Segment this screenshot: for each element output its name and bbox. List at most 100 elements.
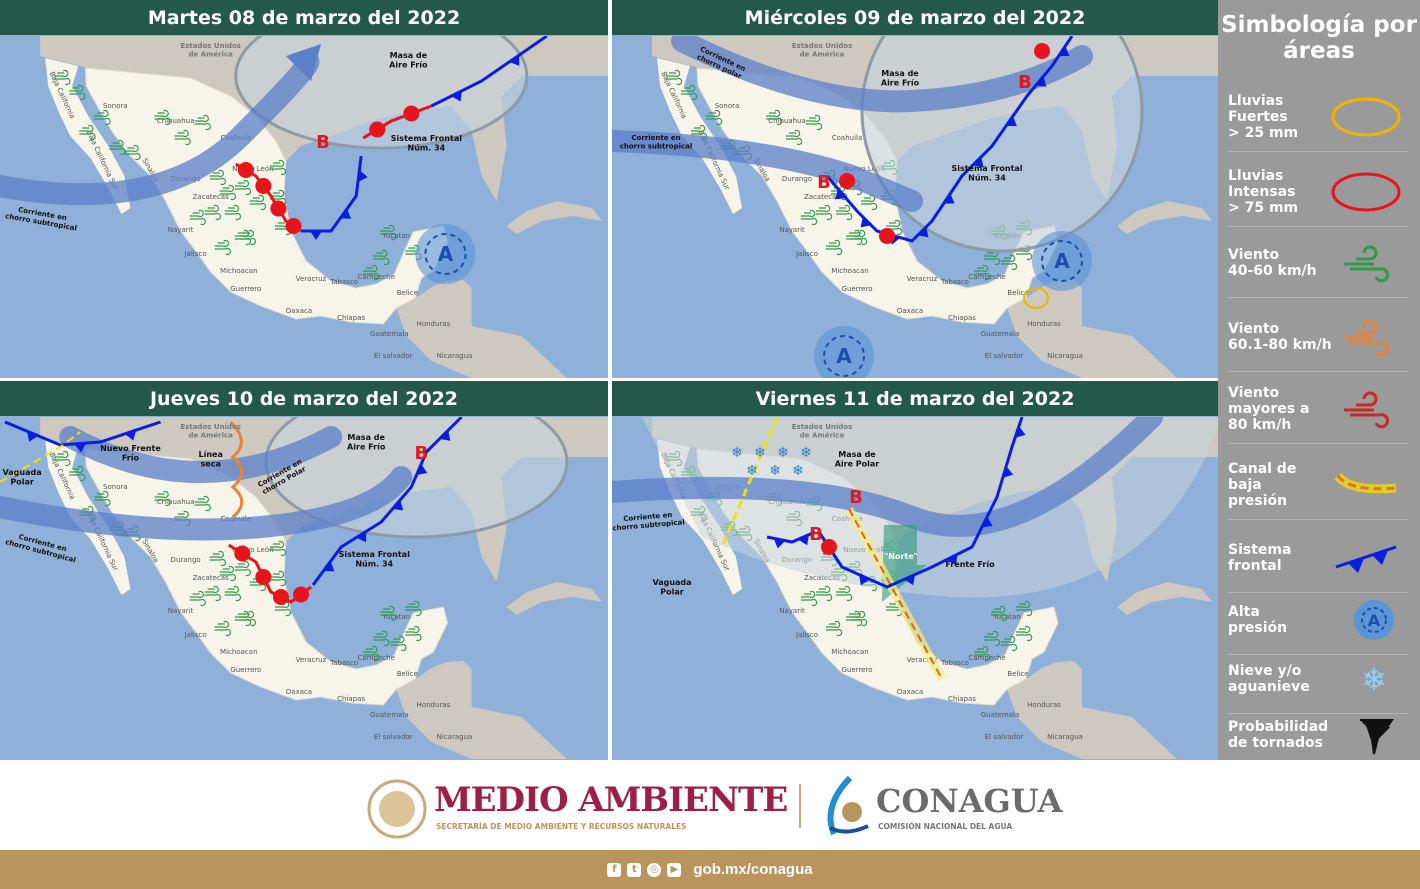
divider	[0, 378, 1218, 381]
map-panel-tuesday: Martes 08 de marzo del 2022 Sonora Chihua…	[0, 0, 608, 378]
snowflake-icon: ❄	[792, 463, 804, 479]
geo-label: Veracruz	[907, 656, 938, 664]
cold-front-triangle	[904, 574, 915, 586]
youtube-icon[interactable]: ▶	[667, 862, 682, 877]
jet-stream-subtropical	[612, 130, 923, 212]
wind-icon	[390, 635, 407, 652]
jet-stream-subtropical	[612, 417, 1163, 537]
wind-icon	[851, 229, 868, 246]
wind-icon	[174, 129, 191, 146]
warm-front-semicircle	[270, 200, 287, 217]
semarnat-subtitle: SECRETARÍA DE MEDIO AMBIENTE Y RECURSOS …	[436, 822, 687, 831]
wind-icon	[54, 69, 71, 86]
facebook-icon[interactable]: f	[607, 862, 622, 877]
instagram-icon[interactable]: ◎	[647, 862, 662, 877]
central-america-land	[396, 661, 567, 759]
warm-front-semicircle	[255, 178, 272, 194]
geo-label: Jalisco	[184, 249, 207, 258]
weather-overlays: Estados Unidos de América Corriente enchor…	[612, 36, 1144, 378]
low-pressure-label: B	[1018, 72, 1032, 93]
geo-label: Sonora	[103, 482, 128, 491]
legend-item: Lluvias Intensas > 75 mm	[1228, 157, 1408, 227]
wind-icon	[269, 570, 287, 587]
wind-icon	[786, 129, 803, 146]
wind-icon	[94, 490, 111, 507]
wind-icon	[1016, 600, 1033, 617]
wind-icon	[1001, 635, 1018, 652]
wind-icon	[154, 109, 171, 126]
polar-air-mass	[642, 417, 1218, 598]
high-pressure-label: A	[1054, 249, 1070, 273]
map-annotation: Masa de Aire Frío	[347, 433, 386, 452]
wind-icon	[194, 495, 211, 512]
wind-icon	[826, 239, 843, 256]
snowflake-icon: ❄	[769, 463, 781, 479]
map-panel-thursday: Jueves 10 de marzo del 2022 Sonora Chihua…	[0, 381, 608, 760]
geo-label: Chiapas	[948, 314, 976, 322]
cold-front-triangle	[340, 208, 351, 219]
polar-trough	[0, 431, 81, 483]
geo-label: Tabasco	[329, 658, 358, 667]
legend-item: Viento 60.1-80 km/h	[1228, 302, 1408, 372]
geo-label: Oaxaca	[897, 688, 923, 696]
map-annotation: Línea seca	[198, 450, 222, 469]
geo-label: Zacatecas	[193, 192, 229, 201]
orange-wind-icon	[1344, 319, 1390, 356]
red-wind-icon	[1344, 391, 1390, 428]
geo-label: Nicaragua	[1047, 733, 1083, 741]
geo-label: Guerrero	[230, 284, 261, 293]
cuba-land	[506, 201, 602, 234]
cold-front-triangle	[392, 499, 404, 511]
wind-icon	[269, 189, 287, 206]
geo-label: Guatemala	[981, 711, 1020, 719]
legend-panel: Simbología por áreas Lluvias Fuertes > 2…	[1218, 0, 1420, 770]
geo-label: Oaxaca	[286, 687, 312, 696]
geo-label: Michoacan	[831, 648, 868, 656]
geo-label: Michoacan	[831, 267, 868, 275]
weather-map: Sonora Chihuahua Coahuila Nuevo León Durango…	[612, 36, 1218, 378]
geo-label: Oaxaca	[286, 306, 312, 315]
wind-icon	[766, 109, 783, 126]
snowflake-icon: ❄	[746, 463, 758, 479]
legend-item-label: Canal de baja presión	[1228, 460, 1297, 509]
svg-text:❄: ❄	[1361, 663, 1386, 698]
cold-front-triangle	[451, 90, 462, 102]
legend-item-label: Lluvias Fuertes > 25 mm	[1228, 92, 1299, 141]
wind-icon	[234, 560, 251, 577]
legend-item-label: Viento 60.1-80 km/h	[1228, 320, 1332, 353]
legend-item: Sistema frontal	[1228, 523, 1408, 593]
website-link[interactable]: gob.mx/conagua	[693, 861, 813, 878]
map-annotation: Vaguada Polar	[652, 578, 691, 597]
green-wind-icon	[1344, 245, 1390, 282]
cold-front-triangle	[124, 430, 137, 441]
geo-label: Coahuila	[832, 134, 863, 142]
geo-label: Guatemala	[370, 329, 409, 338]
trough-icon	[1334, 472, 1397, 493]
geo-label: Campeche	[968, 654, 1005, 662]
country-label: Estados Unidos de América	[792, 423, 853, 439]
wind-icon	[189, 209, 206, 226]
geo-label: El salvador	[374, 732, 413, 741]
cold-front-triangle	[972, 156, 984, 168]
wind-icon	[816, 204, 833, 221]
twitter-icon[interactable]: t	[627, 862, 642, 877]
wind-icon	[363, 264, 380, 281]
legend-item: Nieve y/o aguanieve ❄	[1228, 644, 1408, 714]
wind-icon	[69, 84, 86, 101]
geo-label: Chihuahua	[157, 116, 195, 125]
cold-front-triangle	[943, 193, 955, 204]
legend-item: Alta presión A	[1228, 585, 1408, 655]
mexico-seal-icon	[367, 779, 427, 839]
geo-label: Nuevo León	[232, 545, 274, 554]
cold-front-icon	[1335, 545, 1397, 573]
geo-label: Guatemala	[981, 330, 1020, 338]
geo-label: Nayarit	[168, 606, 194, 615]
map-panel-friday: Viernes 11 de marzo del 2022 SonoraChihu…	[612, 381, 1218, 760]
geo-label: Guerrero	[230, 665, 261, 674]
cold-front-triangle	[310, 231, 323, 240]
wind-icon	[836, 585, 853, 602]
conagua-logo-icon	[827, 776, 869, 836]
geo-label: Nayarit	[779, 226, 805, 234]
